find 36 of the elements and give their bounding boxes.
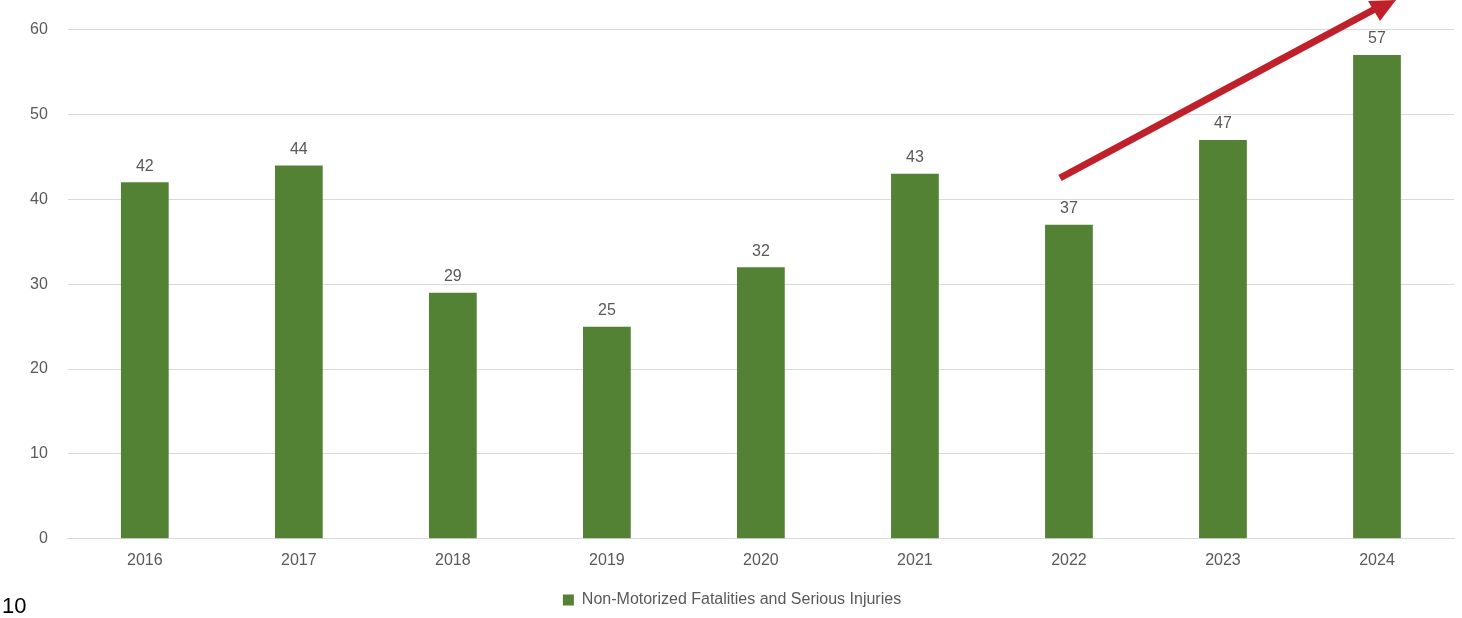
bar [120,182,169,539]
data-label: 44 [289,139,308,157]
data-label: 43 [906,148,924,166]
data-label: 25 [597,301,616,319]
y-tick-label: 50 [30,104,48,122]
data-label: 57 [1368,29,1386,47]
x-tick-label: 2019 [589,550,625,568]
bar [737,267,785,539]
x-tick-label: 2023 [1205,550,1241,568]
y-tick-label: 40 [30,189,48,207]
bar [1353,55,1401,539]
bar [1199,139,1247,539]
y-tick-label: 30 [30,274,48,292]
y-tick-label: 10 [30,444,48,462]
x-tick-label: 2016 [127,550,163,568]
y-tick-label: 0 [38,529,48,547]
data-label: 37 [1060,199,1078,217]
x-tick-label: 2022 [1051,550,1087,568]
bar [891,173,939,539]
x-tick-label: 2024 [1359,550,1395,568]
bar [583,326,631,539]
bar [1045,224,1093,539]
x-tick-label: 2021 [897,550,933,568]
bar [428,292,477,539]
data-label: 42 [135,156,154,174]
x-tick-label: 2018 [435,550,471,568]
legend-label: Non-Motorized Fatalities and Serious Injuries [581,590,902,608]
data-label: 32 [752,241,770,259]
y-tick-label: 20 [30,359,48,377]
x-tick-label: 2020 [743,550,779,568]
bar [274,165,323,539]
x-tick-label: 2017 [281,550,317,568]
y-tick-label: 60 [30,20,48,38]
data-label: 47 [1214,114,1232,132]
text: 10 [2,593,27,618]
data-label: 29 [443,267,462,285]
